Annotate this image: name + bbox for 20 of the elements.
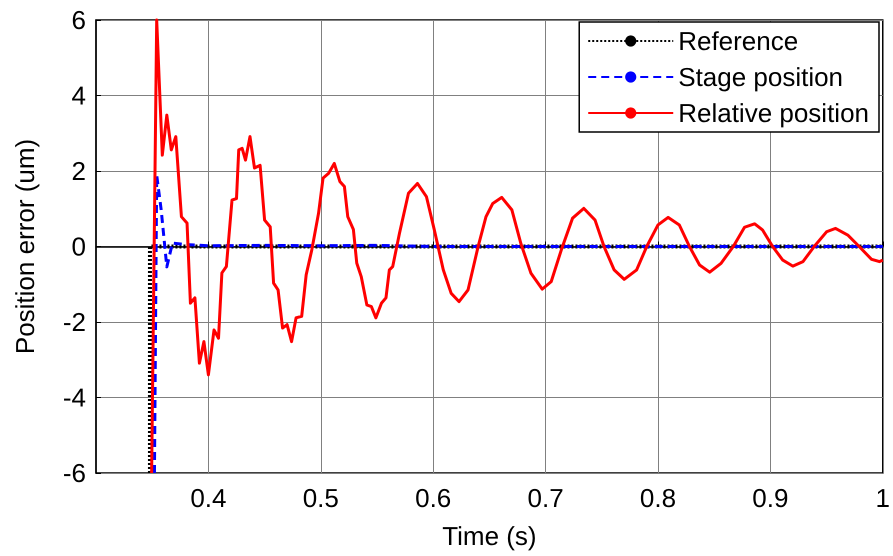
y-tick-label: 4 [72, 80, 86, 110]
legend-label: Relative position [678, 98, 870, 128]
x-tick-label: 0.5 [302, 483, 339, 513]
y-tick-label: 2 [72, 156, 86, 186]
y-axis-title: Position error (um) [10, 138, 40, 354]
x-tick-label: 0.8 [640, 483, 676, 513]
x-tick-label: 1 [876, 483, 890, 513]
y-tick-label: -4 [62, 382, 86, 412]
x-tick-label: 0.9 [752, 483, 788, 513]
x-tick-label: 0.6 [415, 483, 452, 513]
line-series [152, 174, 884, 474]
legend-label: Reference [678, 26, 798, 56]
y-tick-label: -6 [62, 458, 86, 488]
x-tick-label: 0.7 [528, 483, 564, 513]
legend-label: Stage position [678, 62, 844, 92]
x-tick-label: 0.4 [190, 483, 226, 513]
y-tick-label: 0 [72, 232, 86, 262]
y-tick-label: -2 [62, 307, 86, 337]
y-tick-label: 6 [72, 5, 86, 35]
x-axis-title: Time (s) [442, 521, 537, 551]
